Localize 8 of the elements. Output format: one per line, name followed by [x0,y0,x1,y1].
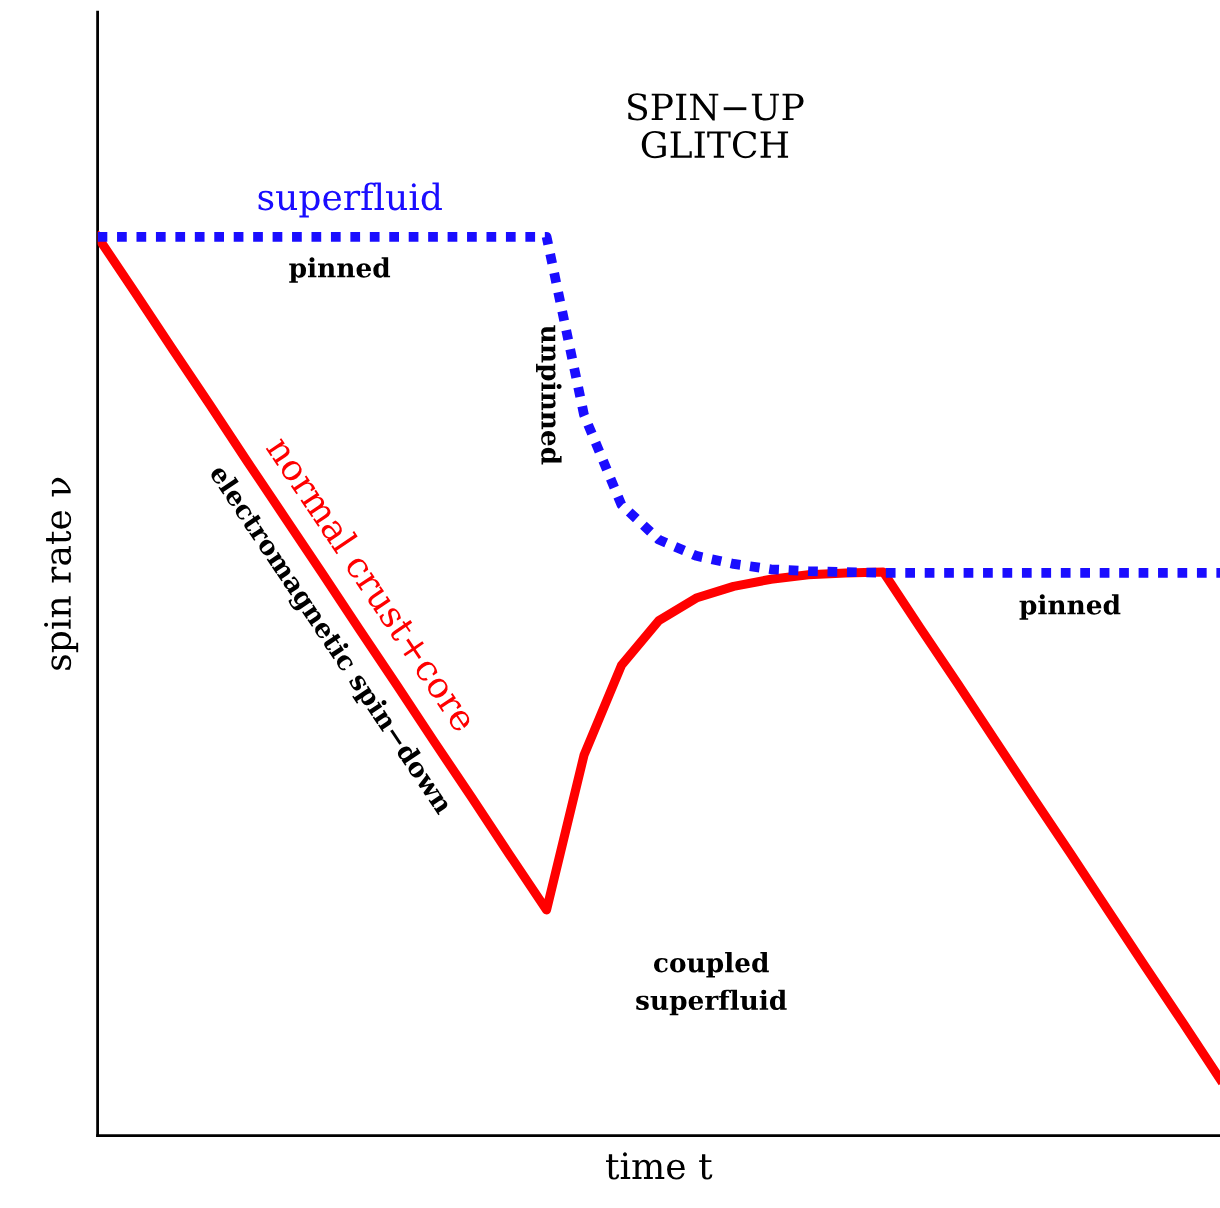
x-axis-title: time t [606,1152,713,1180]
text: SPIN−UP GLITCH [628,93,804,159]
annotation: coupled superfluid [636,952,787,1016]
annotation: unpinned [536,325,562,465]
annotation: pinned [1019,594,1121,620]
annotation: pinned [289,257,391,283]
y-axis-title: spin rate ν [44,477,79,670]
series-label: superfluid [258,182,442,218]
